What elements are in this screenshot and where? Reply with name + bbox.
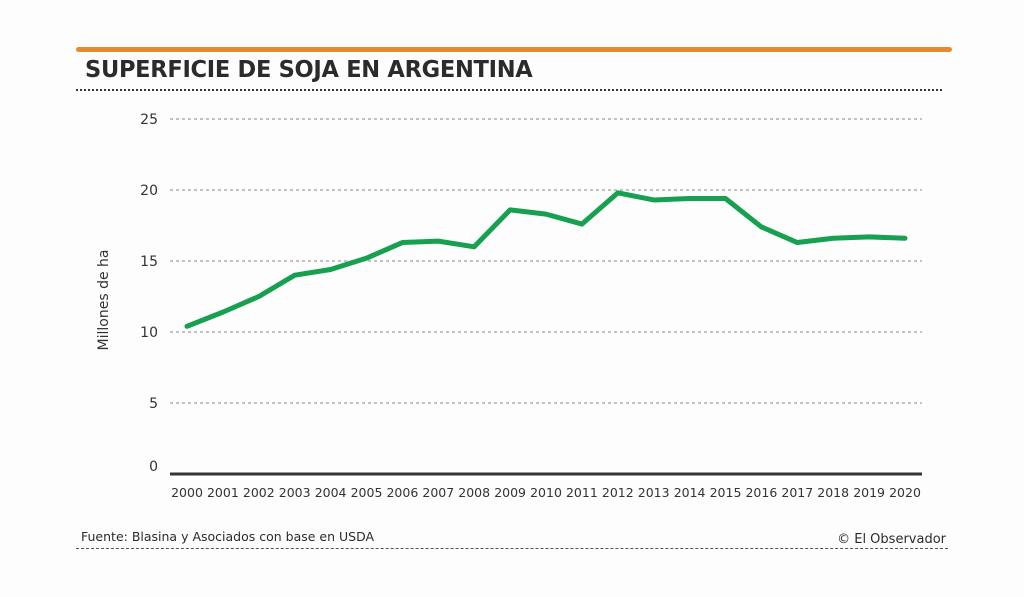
y-tick-label: 20 [140, 183, 158, 199]
y-axis-ticks: 0 5 10 15 20 25 [140, 112, 158, 475]
y-tick-label: 0 [149, 459, 158, 475]
y-tick-label: 10 [140, 325, 158, 341]
x-tick-label: 2003 [279, 485, 311, 500]
x-tick-label: 2005 [351, 485, 383, 500]
series-group [184, 190, 908, 329]
x-tick-label: 2007 [422, 485, 454, 500]
source-note: Fuente: Blasina y Asociados con base en … [81, 529, 375, 544]
x-tick-label: 2019 [853, 485, 885, 500]
x-tick-label: 2017 [781, 485, 813, 500]
x-tick-label: 2015 [710, 485, 742, 500]
header-accent-bar [76, 47, 952, 52]
chart-title: SUPERFICIE DE SOJA EN ARGENTINA [85, 57, 533, 83]
x-axis-ticks: 2000 2001 2002 2003 2004 2005 2006 2007 2008 2009… [171, 485, 921, 500]
x-tick-label: 2008 [458, 485, 490, 500]
x-tick-label: 2010 [530, 485, 562, 500]
x-tick-label: 2006 [386, 485, 418, 500]
x-tick-label: 2004 [315, 485, 347, 500]
x-tick-label: 2016 [745, 485, 777, 500]
y-tick-label: 15 [140, 254, 158, 270]
title-divider [76, 89, 942, 91]
y-tick-label: 25 [140, 112, 158, 128]
copyright-credit: © El Observador [837, 532, 946, 547]
y-tick-label: 5 [149, 396, 158, 412]
x-tick-label: 2014 [674, 485, 706, 500]
x-tick-label: 2011 [566, 485, 598, 500]
x-tick-label: 2002 [243, 485, 275, 500]
gridlines [170, 118, 922, 404]
x-tick-label: 2020 [889, 485, 921, 500]
series-line [184, 190, 908, 329]
x-tick-label: 2001 [207, 485, 239, 500]
x-tick-label: 2009 [494, 485, 526, 500]
x-tick-label: 2013 [638, 485, 670, 500]
footer-divider [76, 548, 948, 549]
x-tick-label: 2000 [171, 485, 203, 500]
x-tick-label: 2012 [602, 485, 634, 500]
y-axis-label: Millones de ha [96, 250, 112, 351]
x-tick-label: 2018 [817, 485, 849, 500]
